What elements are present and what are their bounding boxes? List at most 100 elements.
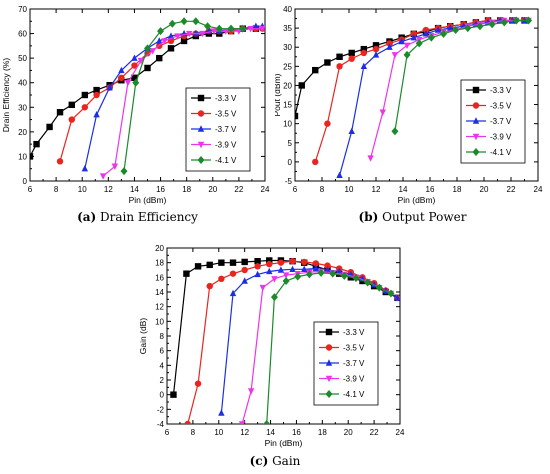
gain-legend-label-0: -3.3 V	[343, 328, 365, 337]
caption-c-tag: (c)	[249, 454, 269, 468]
gain-point-2	[266, 267, 273, 275]
gain-point-1	[229, 270, 237, 277]
de-x-tick-label: 14	[130, 185, 139, 194]
pout-legend-label-3: -3.9 V	[490, 133, 512, 142]
de-point-4	[215, 24, 223, 33]
gain-y-tick-label: 18	[155, 259, 164, 268]
pout-point-4	[464, 24, 472, 33]
gain-point-4	[305, 270, 313, 279]
pout-legend-marker-0	[472, 86, 480, 94]
gain-series-4	[263, 268, 395, 424]
gain-point-4	[317, 268, 325, 277]
gain-point-0	[254, 258, 261, 265]
gain-legend-label-1: -3.5 V	[343, 344, 365, 353]
pout-point-1	[312, 158, 319, 166]
caption-a: (a) Drain Efficiency	[0, 210, 275, 224]
pout-x-tick-label: 8	[320, 185, 325, 194]
gain-y-tick-label: 20	[155, 244, 164, 253]
pout-x-tick-label: 24	[534, 185, 543, 194]
gain-point-3	[271, 276, 278, 283]
de-point-3	[174, 33, 181, 40]
gain-point-2	[254, 270, 261, 278]
gain-y-tick-label: 6	[160, 347, 165, 356]
de-point-2	[167, 32, 175, 39]
gain-point-4	[294, 272, 302, 281]
caption-a-tag: (a)	[77, 210, 97, 224]
de-series-3	[99, 25, 265, 180]
chart-output-power: 6 8 10 12 14 16 18 20 22 24 -5 0 5 10 15 20 25 30 35 40 Pin …	[275, 5, 543, 205]
pout-point-4	[415, 39, 423, 48]
pout-y-tick-label: -5	[285, 177, 293, 186]
pout-x-tick-label: 12	[372, 185, 381, 194]
gain-point-1	[254, 263, 261, 270]
de-point-3	[161, 38, 168, 45]
de-y-tick-label: 0	[23, 177, 28, 186]
pout-legend-marker-1	[472, 102, 480, 109]
de-point-0	[131, 74, 138, 81]
pout-legend-label-4: -4.1 V	[490, 148, 512, 157]
de-x-tick-label: 18	[182, 185, 191, 194]
de-y-tick-label: 60	[18, 30, 27, 39]
de-point-0	[144, 64, 151, 72]
pout-point-2	[398, 37, 405, 45]
de-point-0	[46, 123, 53, 131]
gain-x-tick-label: 10	[214, 428, 223, 437]
gain-point-2	[312, 264, 320, 272]
de-legend-label-2: -3.7 V	[215, 125, 237, 134]
gain-point-1	[301, 258, 308, 266]
de-legend-marker-3	[197, 141, 205, 149]
de-legend-label-0: -3.3 V	[215, 94, 237, 103]
gain-point-2	[277, 266, 285, 273]
de-legend-marker-0	[197, 94, 205, 102]
pout-y-tick-label: 0	[288, 158, 293, 167]
de-point-2	[81, 165, 89, 172]
de-point-4	[157, 27, 165, 36]
de-point-4	[192, 17, 200, 26]
gain-y-tick-label: 8	[160, 332, 165, 341]
gain-legend-marker-0	[325, 328, 333, 336]
pout-point-2	[336, 171, 343, 178]
de-point-2	[93, 110, 100, 118]
pout-point-1	[422, 26, 430, 34]
gain-y-tick-label: 10	[155, 317, 164, 326]
pout-point-4	[488, 20, 496, 29]
pout-point-1	[348, 55, 355, 62]
gain-point-4	[375, 283, 383, 292]
gain-y-tick-label: 4	[160, 361, 165, 370]
de-point-4	[168, 19, 176, 28]
pout-point-1	[372, 45, 380, 53]
caption-b-text: Output Power	[382, 210, 467, 224]
pout-point-2	[410, 33, 417, 41]
de-y-tick-label: 70	[18, 5, 27, 14]
pout-legend-marker-4	[472, 148, 480, 156]
de-x-tick-label: 20	[208, 185, 217, 194]
chart-drain-efficiency: 6 8 10 12 14 16 18 20 22 24 0 10 20 30 40 50 60 70 Pin (dB…	[1, 5, 270, 205]
de-point-3	[186, 30, 193, 38]
gain-point-2	[289, 265, 296, 272]
de-point-3	[99, 173, 107, 180]
gain-point-4	[263, 420, 271, 424]
pout-point-1	[360, 49, 368, 57]
pout-point-0	[336, 53, 343, 60]
pout-legend-label-0: -3.3 V	[490, 86, 512, 95]
de-x-tick-label: 6	[28, 185, 33, 194]
de-point-3	[199, 30, 206, 38]
gain-point-0	[170, 391, 177, 398]
pout-point-2	[422, 30, 430, 37]
pout-point-2	[447, 24, 454, 31]
gain-point-4	[387, 289, 395, 298]
gain-point-2	[394, 294, 400, 301]
de-point-2	[252, 22, 260, 29]
gain-legend-marker-4	[325, 390, 333, 398]
de-point-1	[131, 62, 138, 69]
gain-point-1	[289, 258, 296, 265]
gain-point-4	[282, 277, 290, 285]
de-point-4	[227, 24, 235, 33]
pout-point-2	[348, 127, 355, 135]
gain-legend-marker-3	[325, 375, 333, 383]
gain-point-1	[194, 380, 202, 387]
gain-point-4	[270, 293, 278, 302]
gain-point-2	[301, 265, 308, 272]
gain-point-1	[184, 420, 191, 424]
pout-x-tick-label: 22	[507, 185, 516, 194]
